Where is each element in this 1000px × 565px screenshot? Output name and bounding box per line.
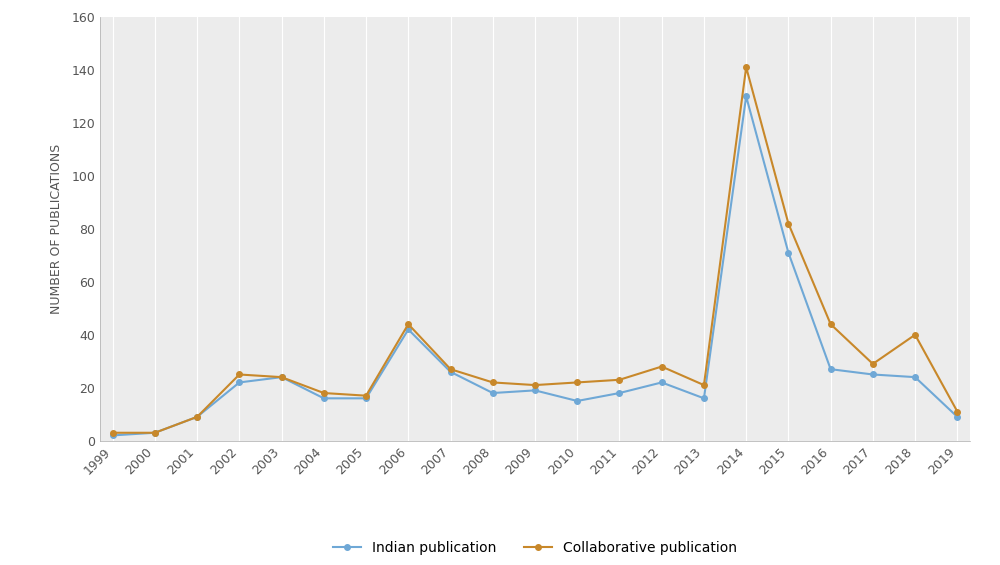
Collaborative publication bbox=[445, 366, 457, 372]
Y-axis label: NUMBER OF PUBLICATIONS: NUMBER OF PUBLICATIONS bbox=[50, 144, 63, 314]
Line: Collaborative publication: Collaborative publication bbox=[110, 64, 960, 436]
Indian publication bbox=[825, 366, 837, 372]
Indian publication bbox=[740, 93, 752, 100]
Collaborative publication bbox=[951, 408, 963, 415]
Indian publication bbox=[867, 371, 879, 378]
Collaborative publication bbox=[233, 371, 245, 378]
Collaborative publication bbox=[402, 321, 414, 328]
Indian publication bbox=[149, 429, 161, 436]
Collaborative publication bbox=[782, 220, 794, 227]
Indian publication bbox=[107, 432, 119, 439]
Collaborative publication bbox=[149, 429, 161, 436]
Indian publication bbox=[360, 395, 372, 402]
Collaborative publication bbox=[318, 390, 330, 397]
Collaborative publication bbox=[825, 321, 837, 328]
Indian publication bbox=[276, 374, 288, 381]
Indian publication bbox=[318, 395, 330, 402]
Indian publication bbox=[445, 368, 457, 375]
Indian publication bbox=[782, 249, 794, 256]
Collaborative publication bbox=[571, 379, 583, 386]
Indian publication bbox=[613, 390, 625, 397]
Indian publication bbox=[487, 390, 499, 397]
Collaborative publication bbox=[360, 392, 372, 399]
Indian publication bbox=[909, 374, 921, 381]
Collaborative publication bbox=[487, 379, 499, 386]
Collaborative publication bbox=[107, 429, 119, 436]
Collaborative publication bbox=[613, 376, 625, 383]
Indian publication bbox=[571, 398, 583, 405]
Indian publication bbox=[698, 395, 710, 402]
Collaborative publication bbox=[191, 414, 203, 420]
Legend: Indian publication, Collaborative publication: Indian publication, Collaborative public… bbox=[327, 536, 743, 561]
Indian publication bbox=[233, 379, 245, 386]
Indian publication bbox=[656, 379, 668, 386]
Line: Indian publication: Indian publication bbox=[110, 94, 960, 438]
Indian publication bbox=[529, 387, 541, 394]
Indian publication bbox=[402, 326, 414, 333]
Indian publication bbox=[191, 414, 203, 420]
Indian publication bbox=[951, 414, 963, 420]
Collaborative publication bbox=[867, 360, 879, 367]
Collaborative publication bbox=[276, 374, 288, 381]
Collaborative publication bbox=[529, 382, 541, 389]
Collaborative publication bbox=[698, 382, 710, 389]
Collaborative publication bbox=[740, 64, 752, 71]
Collaborative publication bbox=[909, 331, 921, 338]
Collaborative publication bbox=[656, 363, 668, 370]
